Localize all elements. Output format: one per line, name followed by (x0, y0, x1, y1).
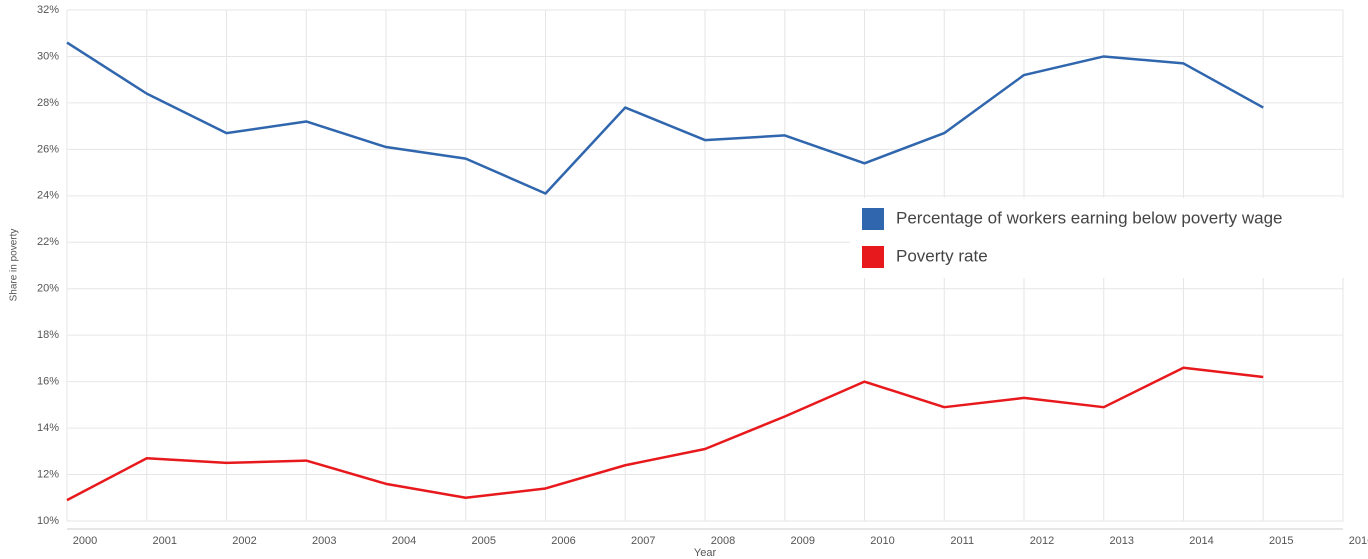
y-tick-label: 12% (37, 468, 59, 480)
y-tick-label: 16% (37, 376, 59, 388)
x-tick-label: 2000 (73, 535, 97, 547)
x-tick-label: 2004 (392, 535, 416, 547)
x-tick-label: 2012 (1030, 535, 1054, 547)
x-tick-label: 2001 (153, 535, 177, 547)
legend-label: Percentage of workers earning below pove… (896, 208, 1283, 227)
series-line (66, 41, 1264, 195)
legend-box (850, 198, 1365, 278)
y-axis-label: Share in poverty (9, 229, 20, 302)
x-tick-label: 2015 (1269, 535, 1293, 547)
x-tick-label: 2006 (551, 535, 575, 547)
y-tick-label: 18% (37, 329, 59, 341)
x-tick-label: 2002 (232, 535, 256, 547)
y-tick-label: 14% (37, 422, 59, 434)
x-tick-label: 2011 (950, 535, 974, 547)
y-tick-label: 32% (37, 4, 59, 16)
y-tick-label: 24% (37, 190, 59, 202)
x-tick-label: 2003 (312, 535, 336, 547)
legend-swatch (862, 246, 884, 268)
series-line (66, 366, 1264, 502)
x-tick-label: 2016 (1349, 535, 1368, 547)
y-tick-label: 26% (37, 143, 59, 155)
x-tick-label: 2007 (631, 535, 655, 547)
y-tick-label: 30% (37, 50, 59, 62)
y-tick-label: 10% (37, 515, 59, 527)
x-tick-label: 2009 (791, 535, 815, 547)
y-tick-label: 22% (37, 236, 59, 248)
x-tick-label: 2005 (472, 535, 496, 547)
x-tick-label: 2008 (711, 535, 735, 547)
legend-label: Poverty rate (896, 246, 988, 265)
x-tick-label: 2013 (1110, 535, 1134, 547)
x-axis-label: Year (694, 547, 717, 559)
x-tick-label: 2010 (870, 535, 894, 547)
y-tick-label: 20% (37, 283, 59, 295)
x-tick-label: 2014 (1189, 535, 1213, 547)
y-tick-label: 28% (37, 97, 59, 109)
legend-swatch (862, 208, 884, 230)
